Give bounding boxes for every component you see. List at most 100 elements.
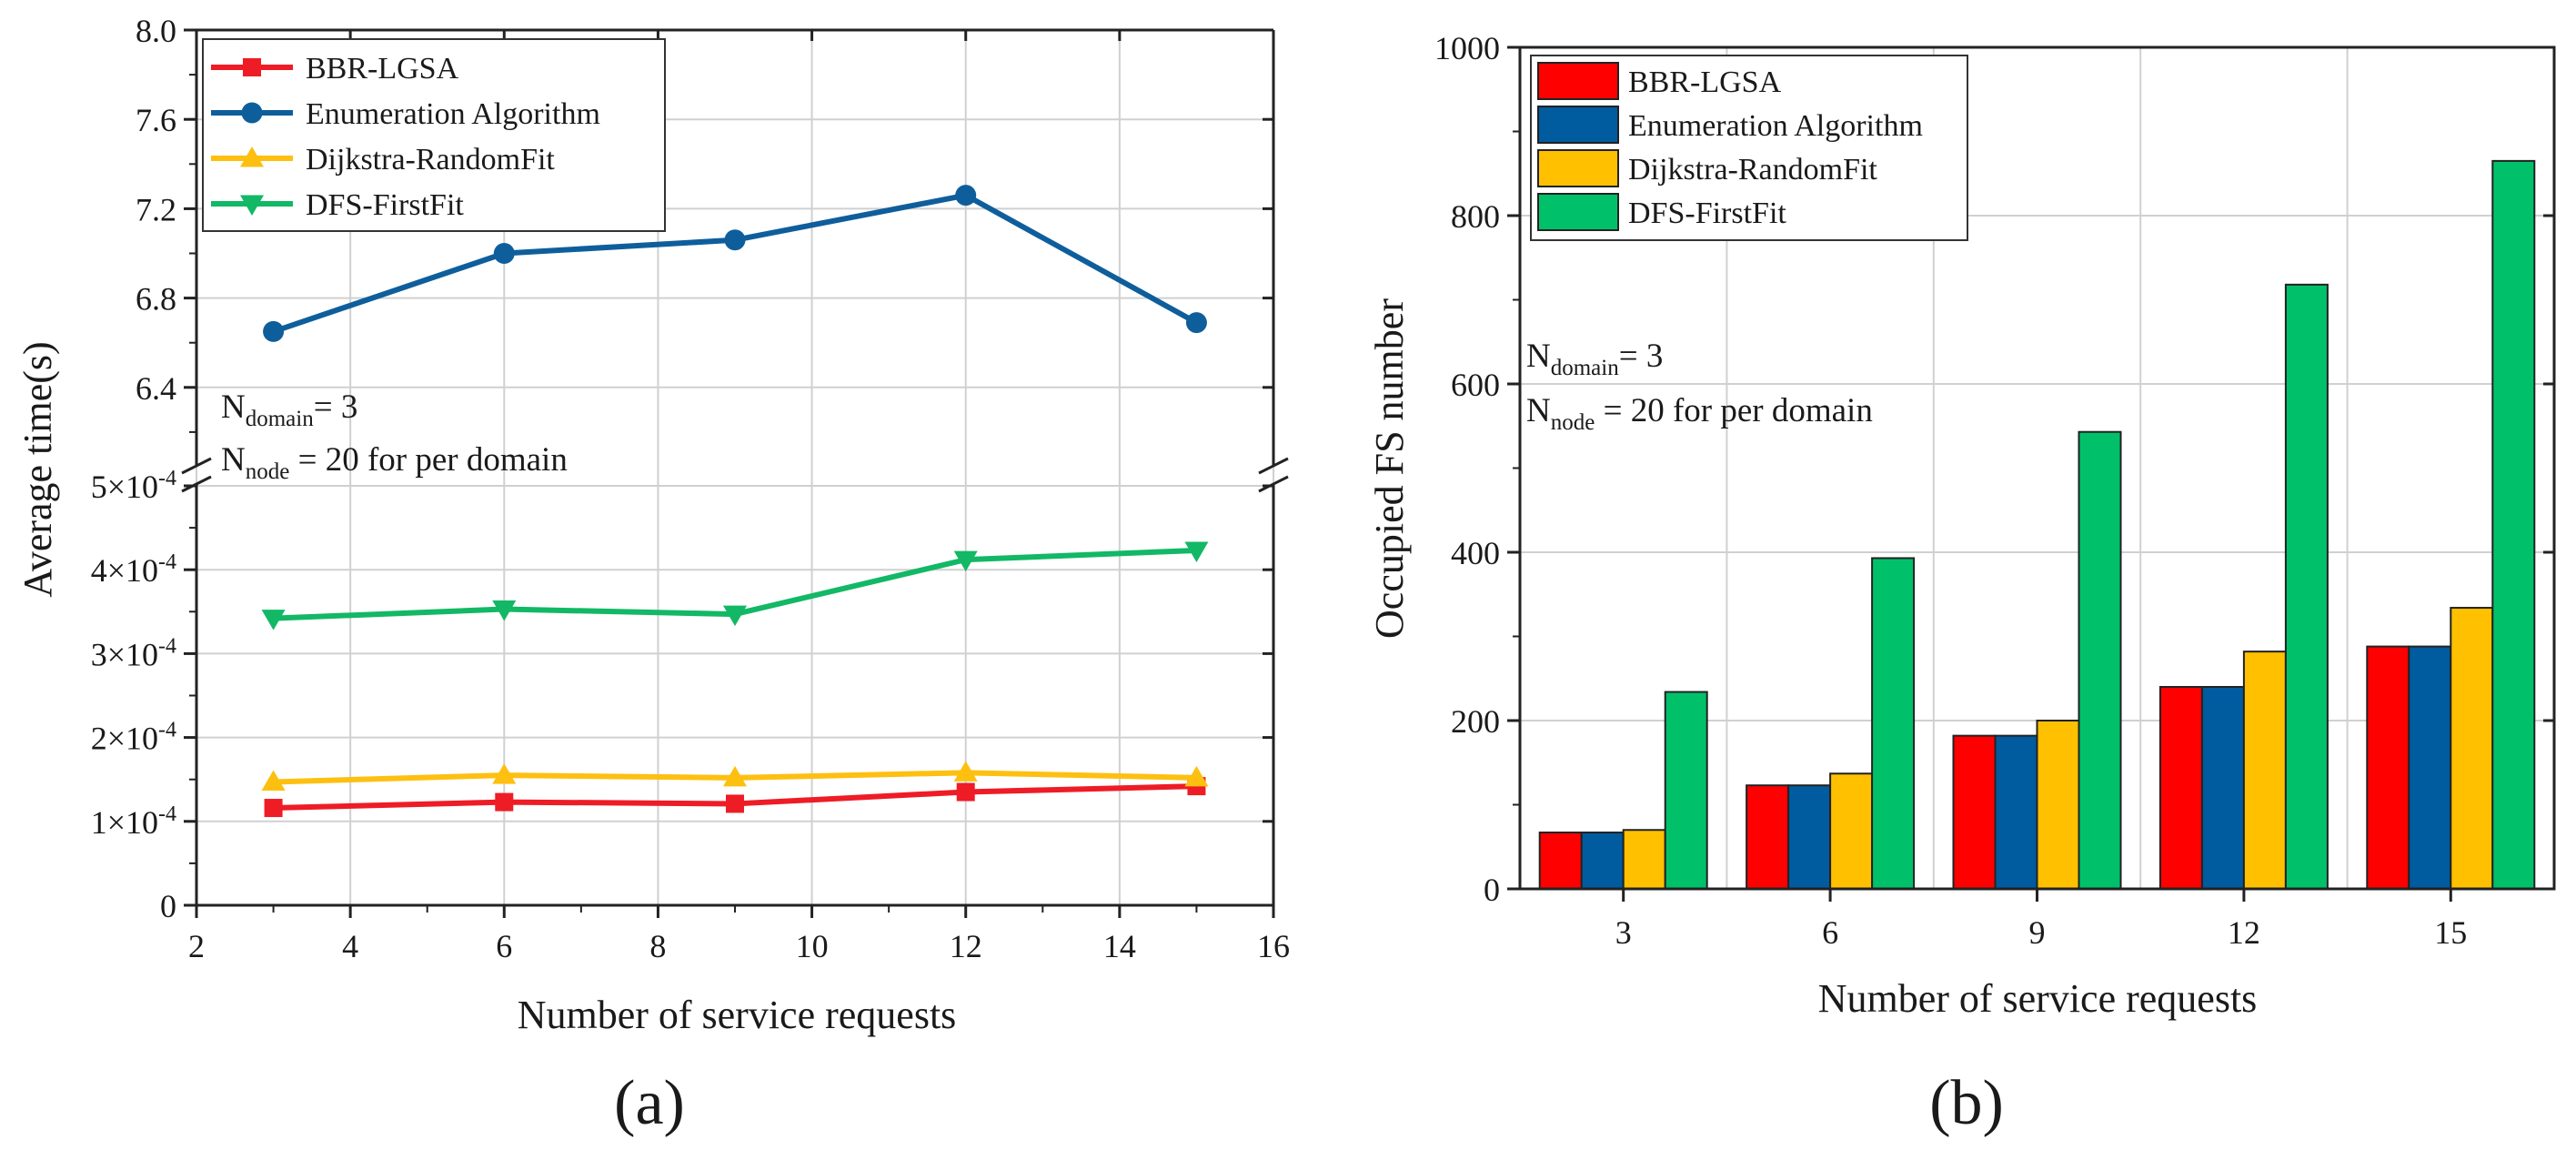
legend-label: DFS-FirstFit [1628,197,1786,230]
y-tick-label: 7.6 [136,102,176,138]
bar [2158,686,2203,890]
data-point [955,185,977,207]
y-axis-title: Average time(s) [15,341,60,597]
data-point [724,229,746,251]
y-tick-label: 6.4 [136,370,176,407]
bar [1829,772,1874,891]
y-tick-label: 1×10-4 [91,802,176,841]
y-axis-title: Occupied FS number [1367,298,1412,639]
series-2 [261,761,1209,791]
series-0 [264,777,1206,818]
legend-label: BBR-LGSA [1628,66,1782,99]
series-1 [263,185,1207,342]
legend-label: Enumeration Algorithm [1628,109,1923,143]
x-tick-label: 12 [2228,914,2260,951]
data-point [264,799,283,818]
axis-break-mark [181,457,212,475]
legend-marker [240,195,264,216]
legend-label: Dijkstra-RandomFit [1628,153,1877,187]
data-point [1185,312,1207,334]
y-tick-label: 4×10-4 [91,550,176,589]
x-axis-title: Number of service requests [1818,976,2258,1021]
x-tick-label: 15 [2434,914,2467,951]
bar [1538,832,1583,891]
bar [2284,283,2329,891]
y-tick-label: 5×10-4 [91,467,176,505]
data-point [723,605,747,627]
legend-label: BBR-LGSA [306,52,459,86]
bar [2242,651,2287,891]
y-tick-label: 1000 [1434,30,1500,66]
y-tick-label: 0 [160,888,176,924]
bar [1994,734,2038,891]
x-tick-label: 2 [188,928,205,964]
data-point [956,782,975,802]
legend-swatch [1537,62,1619,100]
legend-swatch [1537,149,1619,187]
grid-a [196,30,1274,905]
legend-box [202,38,666,232]
y-tick-label: 600 [1451,367,1500,403]
bar [1664,691,1708,890]
data-point [726,794,744,813]
data-point [261,610,286,630]
x-tick-label: 3 [1615,914,1632,951]
bar [2366,645,2410,890]
bar [2078,430,2122,890]
x-axis-title: Number of service requests [518,993,957,1037]
legend-label: DFS-FirstFit [306,188,464,222]
legend-marker [243,58,261,76]
bar [1622,829,1666,890]
annotation-node: Nnode = 20 for per domain [1526,392,1873,435]
data-point [953,761,978,782]
bar [1580,832,1625,891]
x-tick-label: 8 [649,928,666,964]
data-point [261,770,286,791]
axis-break-mark [1258,475,1289,493]
bar [1746,784,1790,890]
legend-b: BBR-LGSA Enumeration Algorithm Dijkstra-Ra… [1530,55,1968,241]
x-tick-label: 4 [342,928,358,964]
bar [2450,607,2494,890]
x-tick-label: 9 [2029,914,2046,951]
legend-a: BBR-LGSA Enumeration Algorithm Dijkstra-Ra… [202,38,666,232]
x-tick-label: 12 [950,928,982,964]
bar [2408,645,2452,890]
data-point [495,792,514,812]
y-tick-label: 0 [1484,872,1500,908]
annotation-node: Nnode = 20 for per domain [221,441,568,484]
x-tick-label: 14 [1103,928,1136,964]
legend-label: Enumeration Algorithm [306,97,600,131]
axis-break-mark [1258,457,1289,475]
y-tick-label: 2×10-4 [91,719,176,757]
y-tick-label: 8.0 [136,13,176,49]
y-tick-label: 800 [1451,198,1500,235]
x-tick-label: 6 [1822,914,1838,951]
data-point [723,765,747,787]
y-tick-label: 200 [1451,703,1500,740]
bar [2036,720,2080,890]
x-tick-label: 16 [1257,928,1290,964]
annotation-domain: Ndomain= 3 [221,388,357,431]
axis-break-mark [181,475,212,493]
legend-label: Dijkstra-RandomFit [306,143,555,177]
data-point [263,320,285,342]
bar [1952,734,1997,891]
data-point [953,550,978,572]
annotation-domain: Ndomain= 3 [1526,338,1663,380]
data-point [492,763,517,784]
data-point [493,243,515,264]
data-point [492,600,517,621]
y-tick-label: 6.8 [136,281,176,318]
legend-swatch [1537,193,1619,231]
series-3 [261,541,1209,630]
data-point [1184,765,1209,787]
x-tick-label: 6 [496,928,512,964]
panel-label: (b) [1929,1068,2004,1138]
chart-b: 0 200 400 600 800 1000 3 6 9 12 15 BBR-LGSA Enumerat… [1367,30,2556,1138]
legend-marker [241,102,263,124]
legend-marker [240,146,264,167]
bar [2491,159,2536,890]
bar [1787,784,1832,890]
